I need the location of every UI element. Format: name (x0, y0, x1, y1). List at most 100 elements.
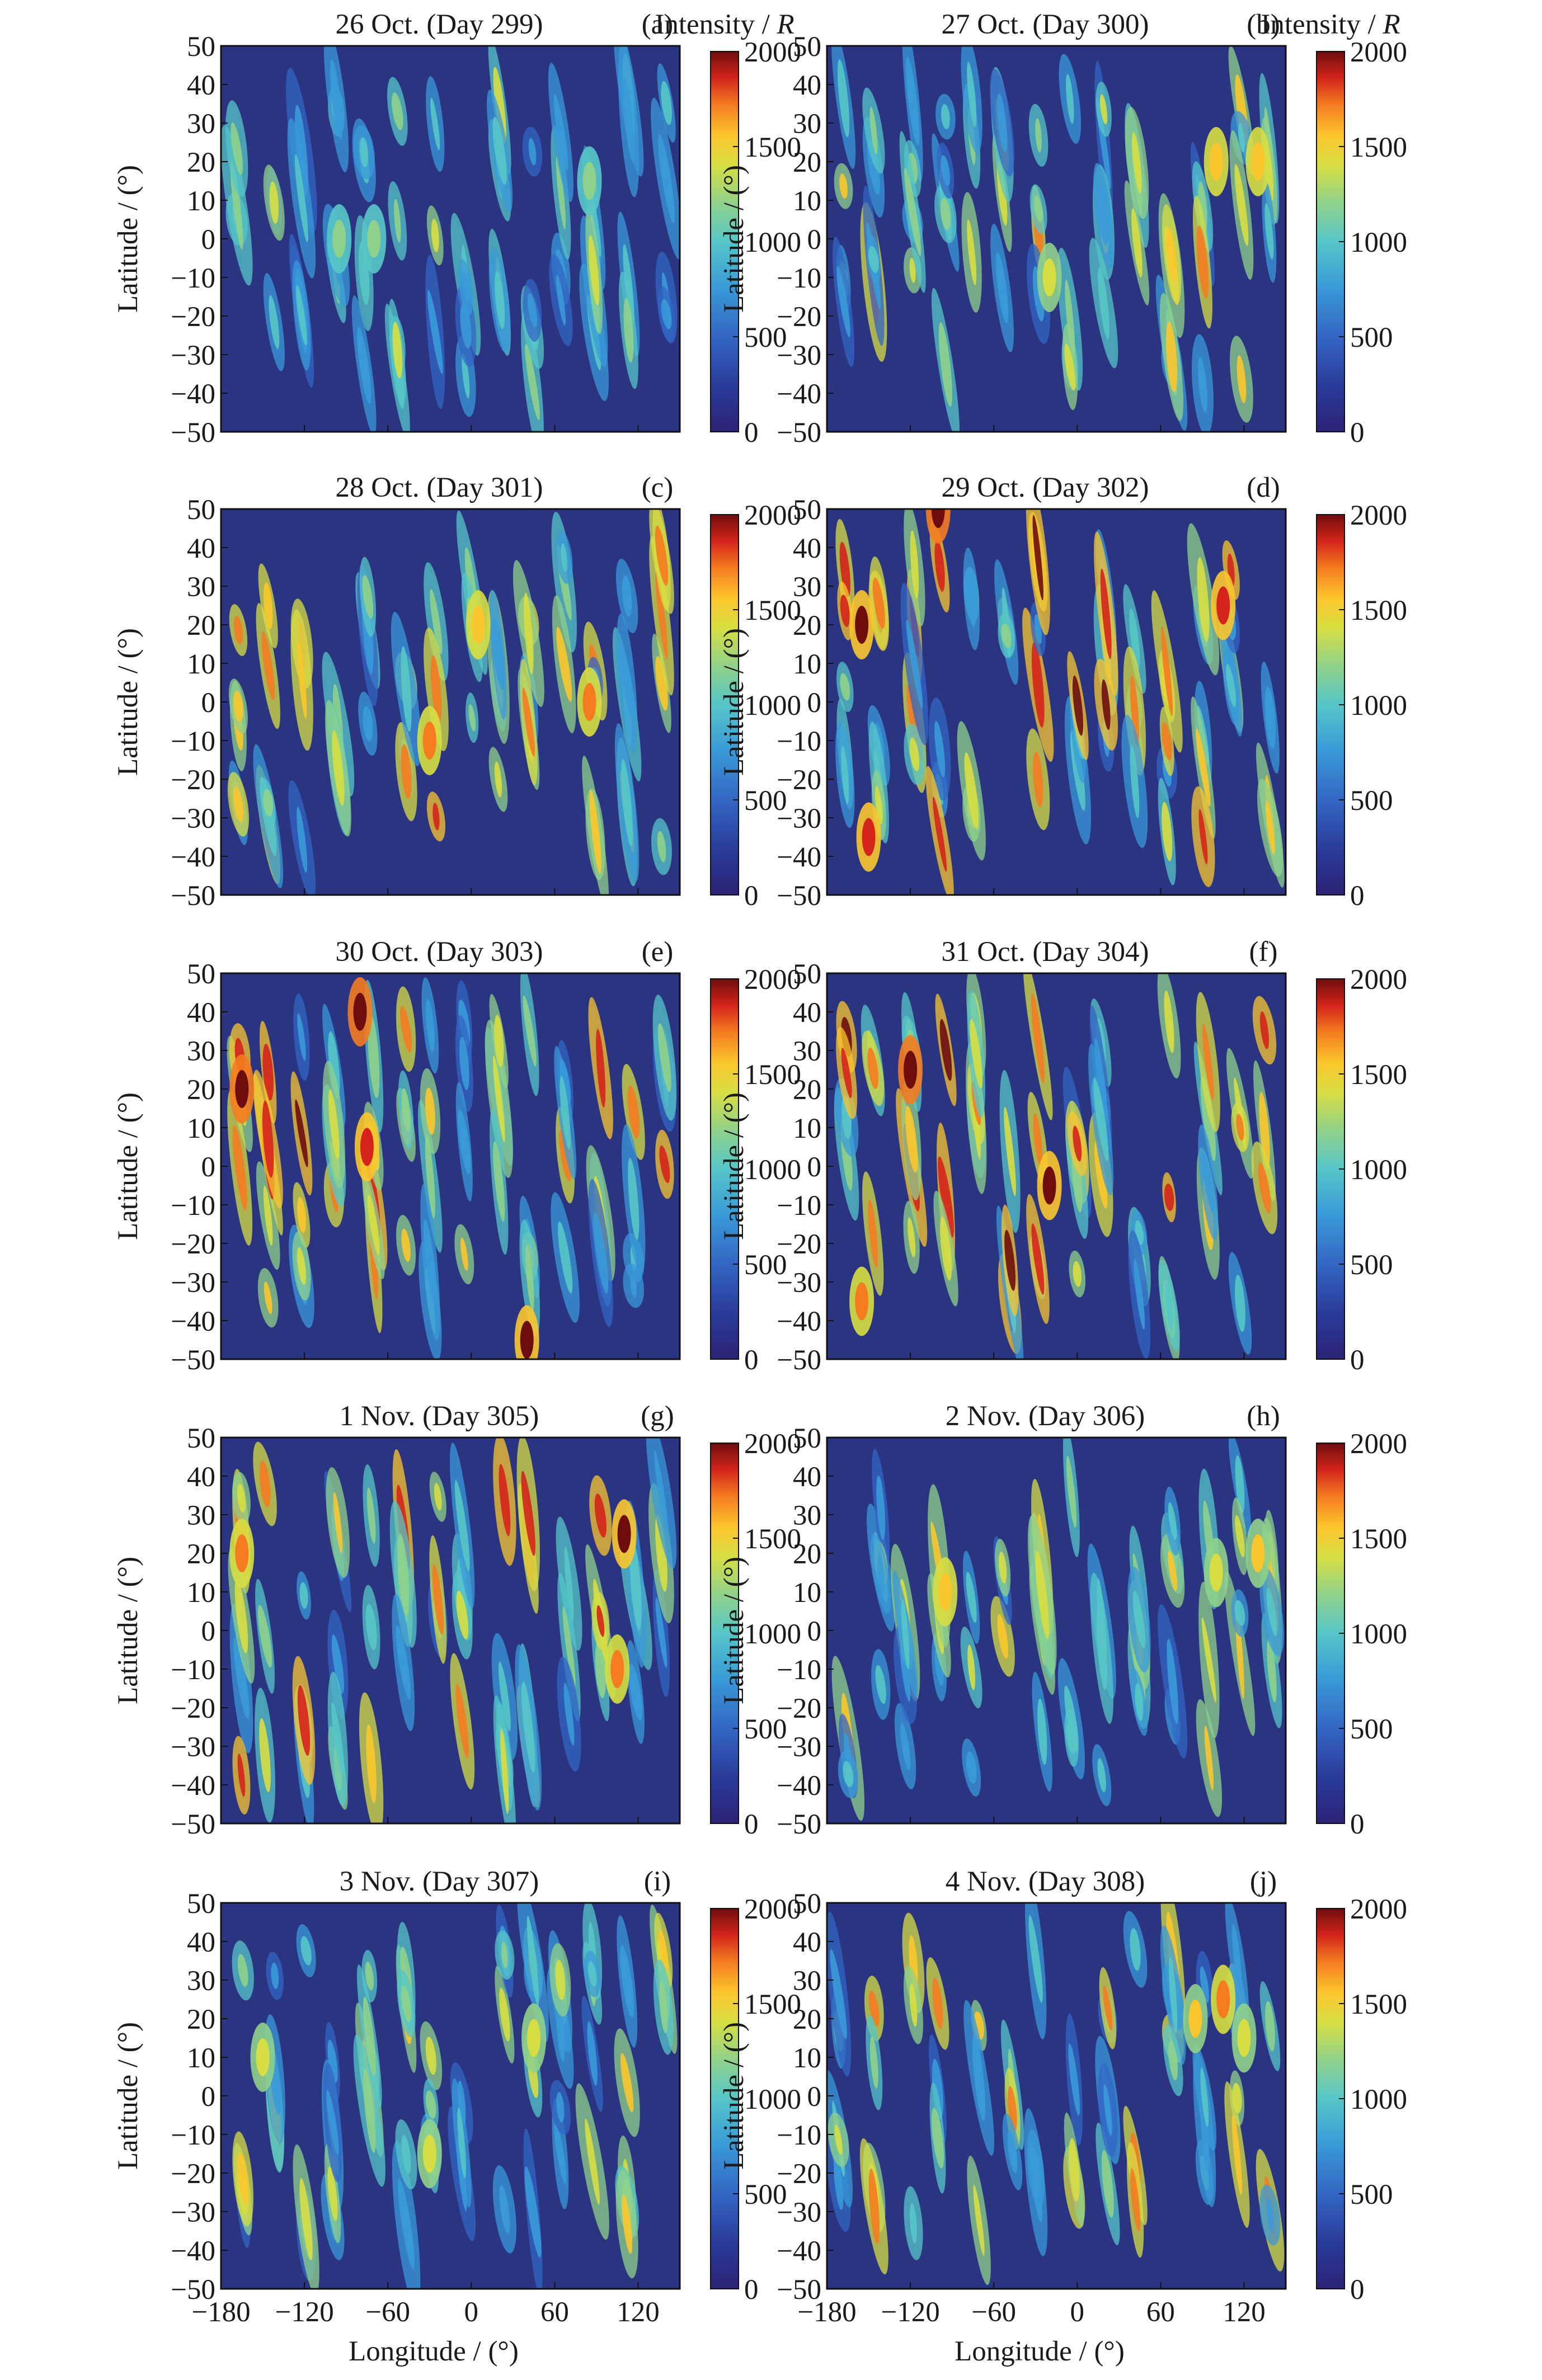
streak-core (654, 1450, 669, 1535)
streak-core (401, 2134, 411, 2174)
y-tick-label: 50 (187, 959, 215, 990)
panel-f: 50 40 30 20 10 0 −10 −20 −30 −40 −50 Latitude / (°)… (718, 936, 1407, 1376)
y-tick-label: −20 (171, 765, 215, 796)
streak-core (1066, 1455, 1077, 1528)
enhanced-region (931, 509, 945, 528)
streak-core (932, 2058, 944, 2119)
streak-core (1034, 614, 1042, 644)
enhanced-region (855, 1282, 869, 1321)
y-tick-label: 50 (187, 494, 215, 526)
streak-core (327, 2166, 338, 2221)
colorbar-tick-label: 1000 (1350, 227, 1407, 258)
streak-core (491, 619, 505, 690)
streak-core (1028, 1915, 1043, 2003)
x-axis-label: Longitude / (°) (349, 2336, 519, 2367)
y-tick-label: 0 (807, 1152, 822, 1183)
streak-core (1066, 74, 1074, 124)
streak-core (840, 595, 850, 628)
y-tick-label: −20 (777, 1229, 821, 1260)
streak-core (1201, 1151, 1215, 1214)
streak-core (1200, 2067, 1209, 2127)
colorbar-tick-label: 1500 (1350, 1059, 1407, 1091)
streak-core (596, 1029, 606, 1108)
streak-core (940, 197, 951, 230)
streak-core (837, 59, 850, 138)
streak-core (331, 1702, 345, 1776)
streak-core (1168, 1550, 1178, 1591)
streak-core (594, 1493, 607, 1538)
streak-core (659, 1981, 668, 2034)
enhanced-region (1251, 143, 1265, 181)
x-tick-label: 0 (464, 2297, 479, 2328)
streak-core (657, 831, 666, 863)
streak-core (869, 106, 878, 154)
y-tick-label: −40 (777, 1770, 821, 1802)
panel-label: (f) (1249, 936, 1278, 968)
y-tick-label: −40 (171, 379, 215, 410)
intensity-streaks (227, 509, 674, 895)
colorbar-label: Intensity / R (1261, 9, 1400, 40)
streak-core (872, 577, 885, 629)
y-tick-label: 20 (793, 147, 821, 178)
streak-core (294, 154, 308, 243)
streak-core (297, 1685, 311, 1756)
streak-core (908, 1217, 916, 1257)
streak-core (1103, 1986, 1113, 2031)
streak-core (593, 1212, 609, 1294)
streak-core (1162, 802, 1173, 861)
y-tick-label: 30 (793, 1500, 821, 1531)
y-tick-label: −30 (777, 1732, 821, 1763)
streak-core (521, 1681, 535, 1774)
streak-core (1259, 1011, 1269, 1049)
y-tick-label: −10 (777, 1190, 821, 1222)
y-tick-label: 10 (187, 1113, 215, 1144)
y-tick-label: 40 (187, 70, 215, 101)
y-tick-label: 20 (187, 1074, 215, 1106)
streak-core (1031, 992, 1045, 1084)
colorbar-tick-label: 500 (744, 1250, 787, 1281)
streak-core (263, 1185, 273, 1246)
streak-core (1100, 568, 1112, 659)
enhanced-region (582, 162, 596, 200)
streak-core (1098, 186, 1110, 246)
streak-core (231, 122, 243, 175)
streak-core (1073, 1125, 1082, 1162)
colorbar-tick-label: 1000 (744, 1619, 801, 1650)
streak-core (931, 2108, 944, 2169)
streak-core (330, 59, 343, 140)
streak-core (973, 2184, 985, 2256)
y-tick-label: −40 (171, 1306, 215, 1337)
y-tick-label: 50 (187, 31, 215, 63)
streak-core (455, 1684, 469, 1759)
y-axis-label: Latitude / (°) (112, 165, 144, 313)
streak-core (1130, 1928, 1141, 1971)
y-tick-label: −50 (777, 417, 821, 449)
streak-core (559, 1128, 571, 1182)
streak-core (564, 1547, 574, 1621)
colorbar-tick-label: 1500 (744, 1989, 801, 2020)
heatmap-field (221, 973, 680, 1359)
y-tick-label: 40 (187, 1927, 215, 1958)
colorbar-tick-label: 1000 (744, 2084, 801, 2115)
streak-core (932, 1978, 943, 2029)
y-axis-label: Latitude / (°) (718, 628, 750, 776)
y-tick-label: 0 (201, 2081, 216, 2113)
x-tick-label: 60 (1146, 2297, 1175, 2328)
streak-core (934, 720, 946, 777)
y-tick-label: 40 (793, 533, 821, 564)
streak-core (661, 299, 672, 329)
streak-core (400, 1006, 412, 1053)
streak-core (619, 644, 634, 720)
streak-core (629, 1663, 642, 1721)
streak-core (1197, 557, 1210, 642)
streak-core (999, 1552, 1007, 1584)
streak-core (1264, 203, 1274, 260)
colorbar-tick-label: 1000 (1350, 2084, 1407, 2115)
streak-core (1101, 2150, 1114, 2218)
y-tick-label: −50 (171, 880, 215, 912)
streak-core (1235, 1275, 1245, 1332)
y-tick-label: −50 (171, 2274, 215, 2306)
streak-core (843, 1761, 854, 1788)
y-tick-label: 40 (187, 997, 215, 1029)
heatmap-field (827, 1438, 1286, 1823)
